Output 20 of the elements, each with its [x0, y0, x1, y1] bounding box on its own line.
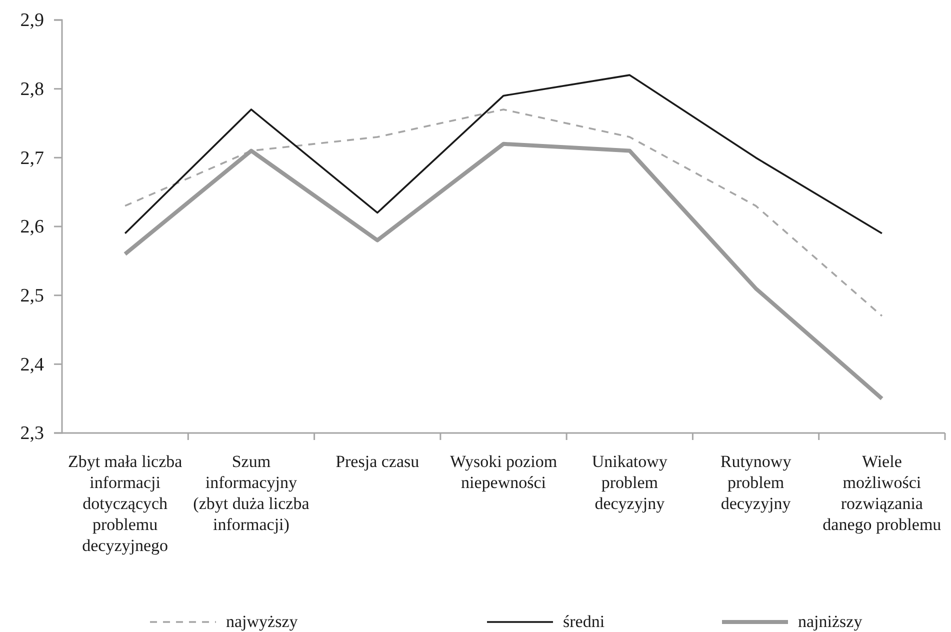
- x-tick-label: Unikatowy problem decyzyjny: [592, 452, 668, 513]
- y-tick-label: 2,7: [20, 148, 44, 169]
- x-tick-label: Wysoki poziom niepewności: [450, 452, 558, 492]
- y-tick-label: 2,8: [20, 78, 44, 100]
- y-tick-label: 2,9: [20, 10, 44, 32]
- x-tick-label: Presja czasu: [336, 452, 420, 471]
- legend-label: najwyższy: [226, 612, 298, 631]
- legend-label: najniższy: [798, 612, 863, 631]
- legend-label: średni: [563, 612, 605, 631]
- y-tick-label: 2,4: [20, 354, 44, 376]
- line-series: [123, 142, 884, 401]
- x-tick-label: Szum informacyjny (zbyt duża liczba informacji): [193, 452, 310, 534]
- line-series: [124, 108, 883, 317]
- x-tick-label: Rutynowy problem decyzyjny: [720, 452, 792, 513]
- y-tick-label: 2,6: [20, 216, 44, 238]
- x-tick-label: Wiele możliwości rozwiązania danego problemu: [822, 452, 942, 534]
- line-series: [124, 74, 883, 234]
- x-tick-label: Zbyt mała liczba informacji dotyczących problemu decyzyjnego: [68, 452, 183, 555]
- y-tick-label: 2,5: [20, 285, 44, 306]
- y-tick-label: 2,3: [20, 423, 44, 444]
